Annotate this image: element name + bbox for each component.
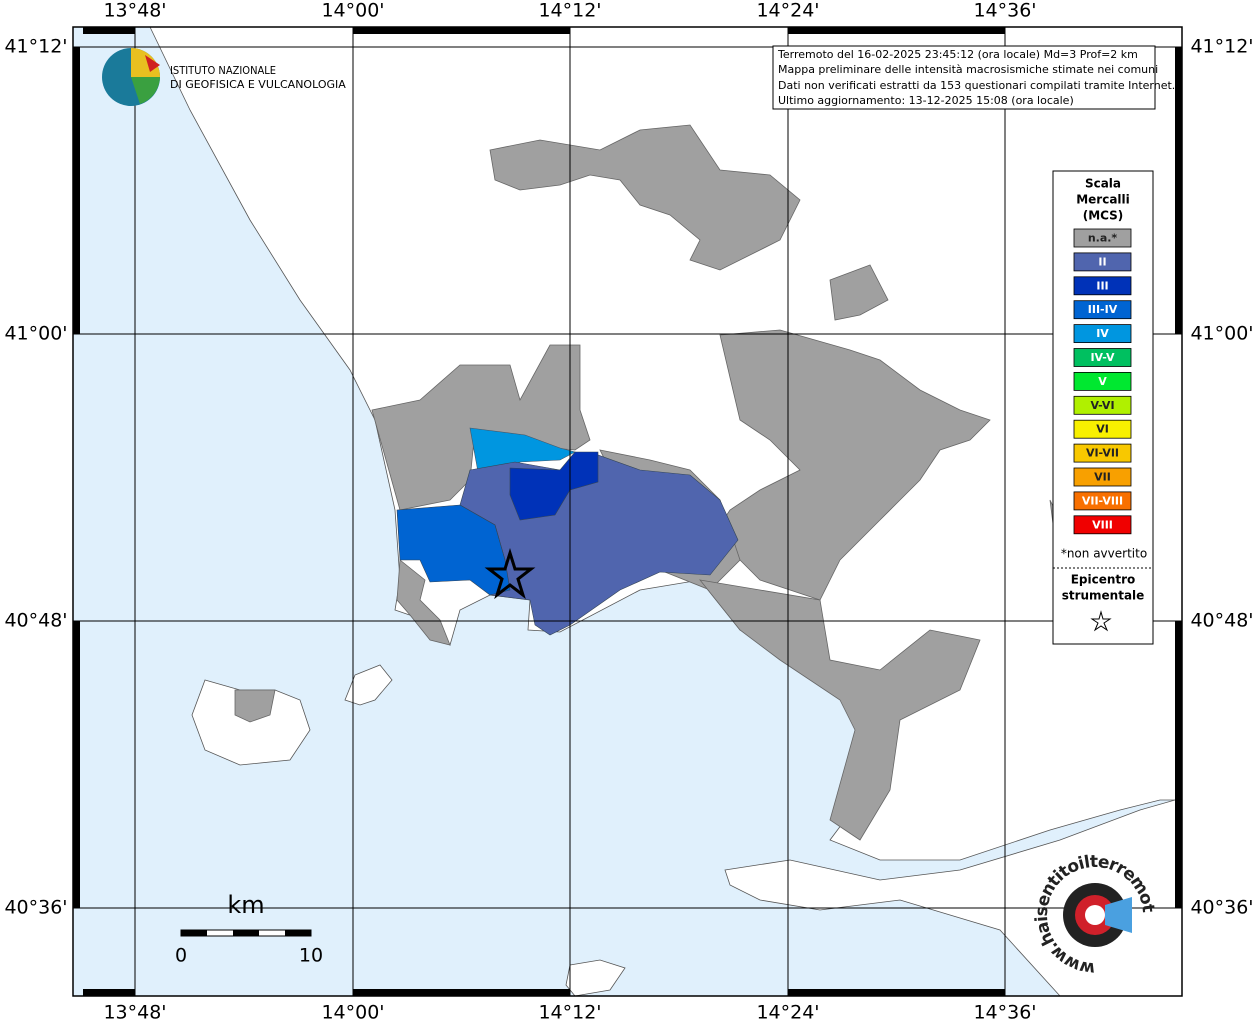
frame-bar	[73, 47, 80, 334]
logo-segment	[145, 55, 160, 72]
info-line: Mappa preliminare delle intensità macros…	[778, 63, 1158, 76]
legend-swatch	[1073, 324, 1132, 344]
area-na	[371, 344, 591, 511]
latitude-label: 41°00'	[4, 323, 67, 345]
latitude-label: 40°48'	[1190, 610, 1253, 632]
ingv-logo: ISTITUTO NAZIONALE DI GEOFISICA E VULCAN…	[102, 48, 346, 106]
frame-bar	[788, 27, 1005, 34]
legend-label: VII-VIII	[1082, 494, 1123, 507]
latitude-label: 41°00'	[1190, 323, 1253, 345]
frame-bar	[353, 989, 570, 996]
legend-note: *non avvertito	[1061, 547, 1147, 561]
longitude-label: 14°36'	[973, 0, 1036, 22]
info-line: Ultimo aggiornamento: 13-12-2025 15:08 (…	[778, 94, 1074, 107]
frame-bar	[73, 621, 80, 908]
legend-swatch	[1073, 371, 1132, 391]
legend: Scala Mercalli (MCS) *non avvertito Epic…	[1052, 170, 1154, 645]
frame-bar	[83, 27, 135, 34]
frame	[72, 26, 1183, 997]
scale-label: 0	[175, 945, 187, 967]
graticule	[73, 27, 1182, 996]
latitude-label: 40°36'	[4, 897, 67, 919]
legend-label: II	[1098, 255, 1106, 268]
logo-segment	[131, 77, 160, 104]
info-box-frame	[772, 45, 1156, 110]
area-na	[709, 329, 991, 601]
longitude-label: 14°00'	[321, 0, 384, 22]
legend-label: IV-V	[1090, 351, 1115, 364]
legend-swatch	[1073, 467, 1132, 487]
legend-label: VI	[1096, 423, 1109, 436]
longitude-label: 13°48'	[103, 1002, 166, 1024]
longitude-label: 14°00'	[321, 1002, 384, 1024]
legend-title: (MCS)	[1083, 209, 1124, 223]
legend-swatch	[1073, 252, 1132, 272]
longitude-label: 14°36'	[973, 1002, 1036, 1024]
legend-swatch	[1073, 419, 1132, 439]
info-box: Terremoto del 16-02-2025 23:45:12 (ora l…	[772, 45, 1175, 110]
latitude-label: 41°12'	[4, 36, 67, 58]
area-iii-iv	[396, 504, 511, 596]
latitude-label: 41°12'	[1190, 36, 1253, 58]
legend-swatch	[1073, 515, 1132, 535]
legend-label: III	[1096, 279, 1108, 292]
frame-bar	[83, 989, 135, 996]
scale-segment	[285, 930, 311, 936]
frame-bar	[788, 989, 1005, 996]
frame-border	[72, 26, 1183, 997]
legend-label: VII	[1094, 471, 1111, 484]
legend-label: V-VI	[1090, 399, 1114, 412]
longitude-label: 14°24'	[756, 0, 819, 22]
legend-swatch	[1073, 348, 1132, 367]
legend-label: n.a.*	[1088, 232, 1118, 245]
area-na	[234, 689, 276, 723]
legend-label: V	[1098, 375, 1107, 388]
legend-label: VIII	[1092, 518, 1113, 531]
area-na	[829, 264, 889, 321]
scale-segment	[233, 930, 259, 936]
institute-name: ISTITUTO NAZIONALE	[170, 64, 276, 77]
legend-swatch	[1073, 443, 1132, 463]
frame-bar	[1175, 621, 1182, 908]
epicenter-star	[484, 547, 536, 600]
legend-title: Scala	[1085, 177, 1121, 191]
legend-swatch	[1073, 300, 1132, 320]
area-na	[699, 579, 981, 841]
institute-name: DI GEOFISICA E VULCANOLOGIA	[170, 78, 346, 91]
scale-segment	[181, 930, 207, 936]
longitude-label: 14°24'	[756, 1002, 819, 1024]
info-line: Terremoto del 16-02-2025 23:45:12 (ora l…	[777, 48, 1138, 61]
axis-labels: 13°48' 13°48' 14°00' 14°00' 14°12' 14°12' 14°2…	[4, 0, 1253, 1024]
latitude-label: 40°48'	[4, 610, 67, 632]
legend-star	[1090, 610, 1112, 632]
watermark-speaker	[1105, 897, 1132, 933]
legend-title: Mercalli	[1076, 193, 1130, 207]
epicenter-title: strumentale	[1062, 589, 1145, 603]
area-iii	[509, 451, 599, 521]
frame-bar	[353, 27, 570, 34]
procida	[344, 664, 393, 706]
watermark-target	[1085, 905, 1105, 925]
legend-label: VI-VII	[1086, 447, 1119, 460]
latitude-label: 40°36'	[1190, 897, 1253, 919]
legend-label: III-IV	[1088, 303, 1118, 316]
area-na	[396, 559, 451, 646]
longitude-label: 14°12'	[538, 1002, 601, 1024]
legend-swatch	[1073, 491, 1132, 511]
longitude-label: 14°12'	[538, 0, 601, 22]
legend-swatch	[1073, 395, 1132, 415]
info-line: Dati non verificati estratti da 153 ques…	[778, 79, 1175, 92]
capri	[565, 959, 626, 997]
legend-swatch	[1073, 228, 1132, 248]
scale-label: 10	[299, 945, 323, 967]
epicenter-title: Epicentro	[1071, 573, 1136, 587]
longitude-label: 13°48'	[103, 0, 166, 22]
legend-label: IV	[1096, 327, 1109, 340]
frame-bar	[1175, 47, 1182, 334]
scale-unit: km	[227, 891, 264, 919]
scale-bar: km 0 10	[175, 891, 323, 967]
legend-swatch	[1073, 276, 1132, 296]
